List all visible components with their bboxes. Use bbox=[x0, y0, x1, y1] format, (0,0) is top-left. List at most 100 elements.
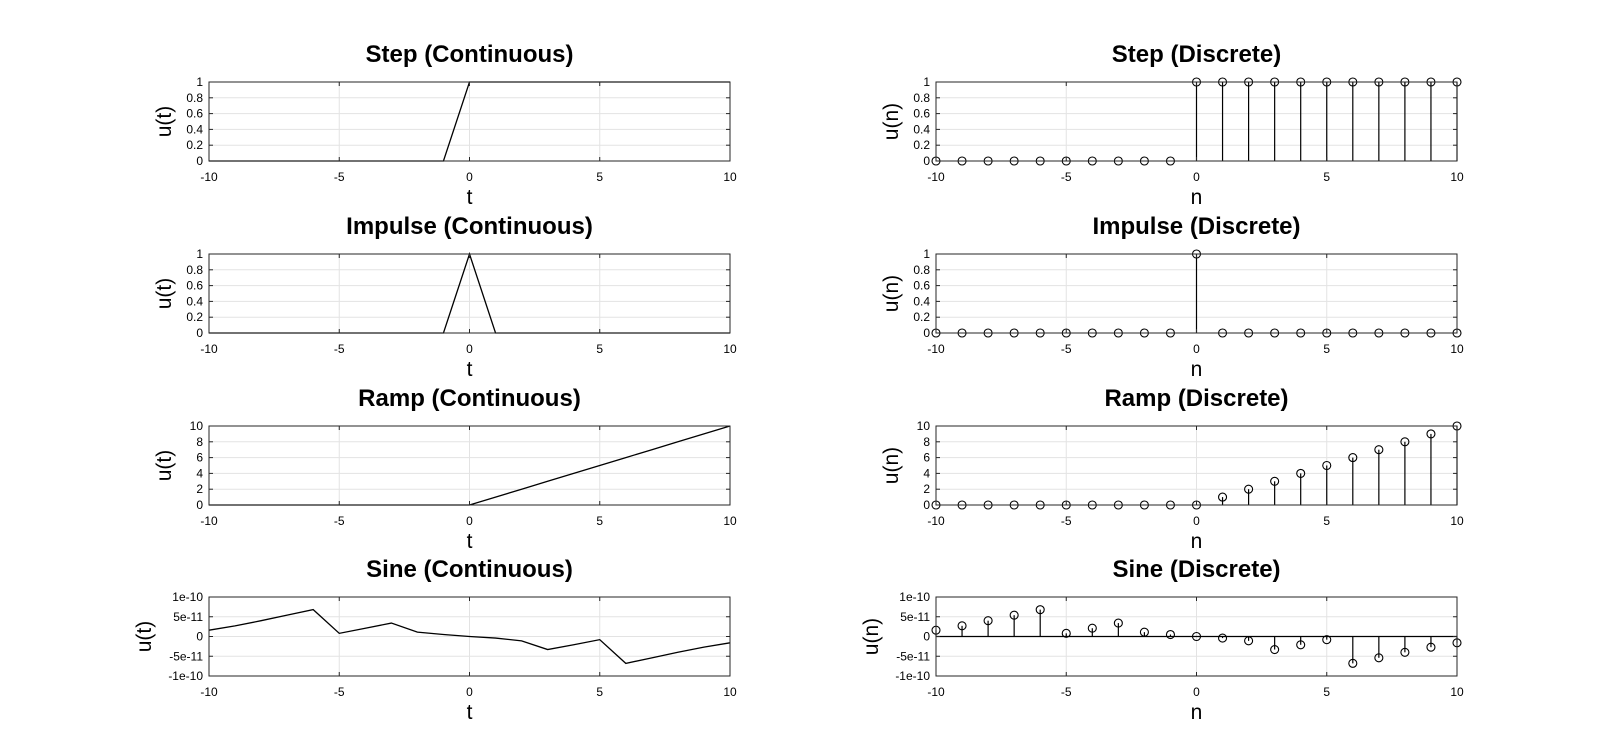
y-tick-label: 10 bbox=[190, 419, 204, 433]
x-tick-label: -5 bbox=[1061, 170, 1072, 184]
x-axis-label: t bbox=[467, 701, 473, 724]
x-tick-label: -5 bbox=[1061, 514, 1072, 528]
chart-title: Ramp (Discrete) bbox=[1104, 385, 1288, 412]
stem-marker bbox=[1009, 610, 1019, 620]
x-tick-label: -10 bbox=[927, 342, 945, 356]
stem-marker bbox=[1139, 627, 1149, 637]
chart-panel-6: -10 -5 0 5 10 -1e-10 -5e-11 0 5e-11 1e-10 Sine (Co… bbox=[133, 556, 737, 724]
series-line bbox=[208, 608, 731, 665]
x-tick-label: 10 bbox=[1450, 170, 1464, 184]
y-tick-label: -5e-11 bbox=[169, 649, 203, 663]
y-tick-label: 0 bbox=[923, 498, 930, 512]
x-tick-label: 10 bbox=[1450, 514, 1464, 528]
y-tick-label: 1e-10 bbox=[899, 590, 930, 604]
chart-title: Step (Discrete) bbox=[1112, 41, 1281, 68]
stem-marker bbox=[1270, 476, 1280, 486]
x-axis-label: n bbox=[1191, 358, 1203, 381]
x-tick-label: 0 bbox=[1193, 685, 1200, 699]
x-tick-label: 0 bbox=[1193, 342, 1200, 356]
stem-marker bbox=[957, 621, 967, 631]
stem-marker bbox=[1244, 484, 1254, 494]
y-tick-label: 0.8 bbox=[913, 91, 930, 105]
x-tick-label: 0 bbox=[466, 685, 473, 699]
y-tick-label: 0.2 bbox=[913, 138, 930, 152]
y-tick-label: 4 bbox=[196, 466, 203, 480]
y-tick-label: 0.4 bbox=[186, 122, 203, 136]
y-tick-label: 5e-11 bbox=[900, 610, 930, 624]
y-tick-label: 0.2 bbox=[186, 310, 203, 324]
stem-marker bbox=[1322, 635, 1332, 645]
chart-title: Impulse (Continuous) bbox=[346, 213, 593, 240]
x-tick-label: -5 bbox=[1061, 685, 1072, 699]
y-tick-label: 2 bbox=[923, 482, 930, 496]
x-tick-label: -10 bbox=[200, 685, 218, 699]
stem-marker bbox=[1296, 468, 1306, 478]
x-tick-label: 5 bbox=[1323, 685, 1330, 699]
x-tick-label: 0 bbox=[1193, 170, 1200, 184]
stem-marker bbox=[1322, 460, 1332, 471]
y-tick-label: 0.2 bbox=[913, 310, 930, 324]
x-tick-label: 5 bbox=[1323, 342, 1330, 356]
chart-title: Sine (Continuous) bbox=[366, 556, 573, 583]
y-tick-label: 0.6 bbox=[913, 279, 930, 293]
x-axis-label: n bbox=[1191, 701, 1203, 724]
x-tick-label: 10 bbox=[1450, 685, 1464, 699]
x-tick-label: 0 bbox=[466, 342, 473, 356]
chart-panel-0: -10 -5 0 5 10 0 0.2 0.40.6 0.8 1 Step (Continuous)… bbox=[153, 41, 737, 209]
y-axis-label: u(n) bbox=[880, 103, 903, 140]
x-tick-label: 5 bbox=[596, 685, 603, 699]
x-tick-label: 0 bbox=[466, 170, 473, 184]
stem-marker bbox=[1374, 445, 1384, 455]
y-tick-label: 1 bbox=[196, 247, 203, 261]
x-tick-label: 10 bbox=[723, 170, 737, 184]
y-tick-label: 0.6 bbox=[186, 107, 203, 121]
stem-marker bbox=[1035, 605, 1045, 615]
x-tick-label: -10 bbox=[927, 685, 945, 699]
y-tick-label: 0 bbox=[923, 630, 930, 644]
y-axis-label: u(t) bbox=[153, 106, 176, 138]
y-tick-label: 5e-11 bbox=[173, 610, 203, 624]
chart-title: Impulse (Discrete) bbox=[1092, 213, 1300, 240]
stem-marker bbox=[983, 616, 993, 626]
x-tick-label: -10 bbox=[927, 514, 945, 528]
stem-marker bbox=[1061, 628, 1071, 638]
y-tick-label: 0 bbox=[196, 326, 203, 340]
x-tick-label: 0 bbox=[1193, 514, 1200, 528]
x-axis-label: t bbox=[467, 186, 473, 209]
x-tick-label: -10 bbox=[200, 514, 218, 528]
y-tick-label: 1 bbox=[923, 75, 930, 89]
stem-marker bbox=[1400, 437, 1410, 447]
stem-marker bbox=[1244, 636, 1254, 646]
stem-marker bbox=[1426, 429, 1436, 439]
chart-title: Ramp (Continuous) bbox=[358, 385, 581, 412]
stem-marker bbox=[1426, 642, 1436, 652]
stem-marker bbox=[1218, 492, 1228, 502]
x-tick-label: 5 bbox=[1323, 514, 1330, 528]
x-tick-label: -5 bbox=[334, 514, 345, 528]
y-tick-label: 0.4 bbox=[913, 122, 930, 136]
x-tick-label: -5 bbox=[334, 170, 345, 184]
stem-marker bbox=[1087, 623, 1097, 633]
x-axis-label: t bbox=[467, 358, 473, 381]
y-tick-label: 0.6 bbox=[913, 107, 930, 121]
y-tick-label: 0 bbox=[923, 154, 930, 168]
x-axis-label: n bbox=[1191, 530, 1203, 553]
stem-marker bbox=[1348, 658, 1358, 668]
y-tick-label: -1e-10 bbox=[895, 669, 930, 683]
y-tick-label: 0.8 bbox=[913, 263, 930, 277]
y-tick-label: 0.4 bbox=[186, 294, 203, 308]
y-tick-label: -1e-10 bbox=[168, 669, 203, 683]
chart-title: Step (Continuous) bbox=[366, 41, 574, 68]
x-axis-label: n bbox=[1191, 186, 1203, 209]
y-tick-label: 2 bbox=[196, 482, 203, 496]
stem-marker bbox=[1113, 618, 1123, 628]
stem-marker bbox=[1165, 629, 1175, 640]
y-tick-label: 0 bbox=[196, 154, 203, 168]
y-axis-label: u(t) bbox=[153, 450, 176, 482]
x-tick-label: -10 bbox=[200, 342, 218, 356]
x-tick-label: -5 bbox=[334, 685, 345, 699]
chart-panel-2: -10 -5 0 5 10 0 0.2 0.40.6 0.8 1 Impulse (Continuo… bbox=[153, 213, 737, 381]
x-tick-label: -5 bbox=[334, 342, 345, 356]
stem-marker bbox=[1374, 653, 1384, 663]
